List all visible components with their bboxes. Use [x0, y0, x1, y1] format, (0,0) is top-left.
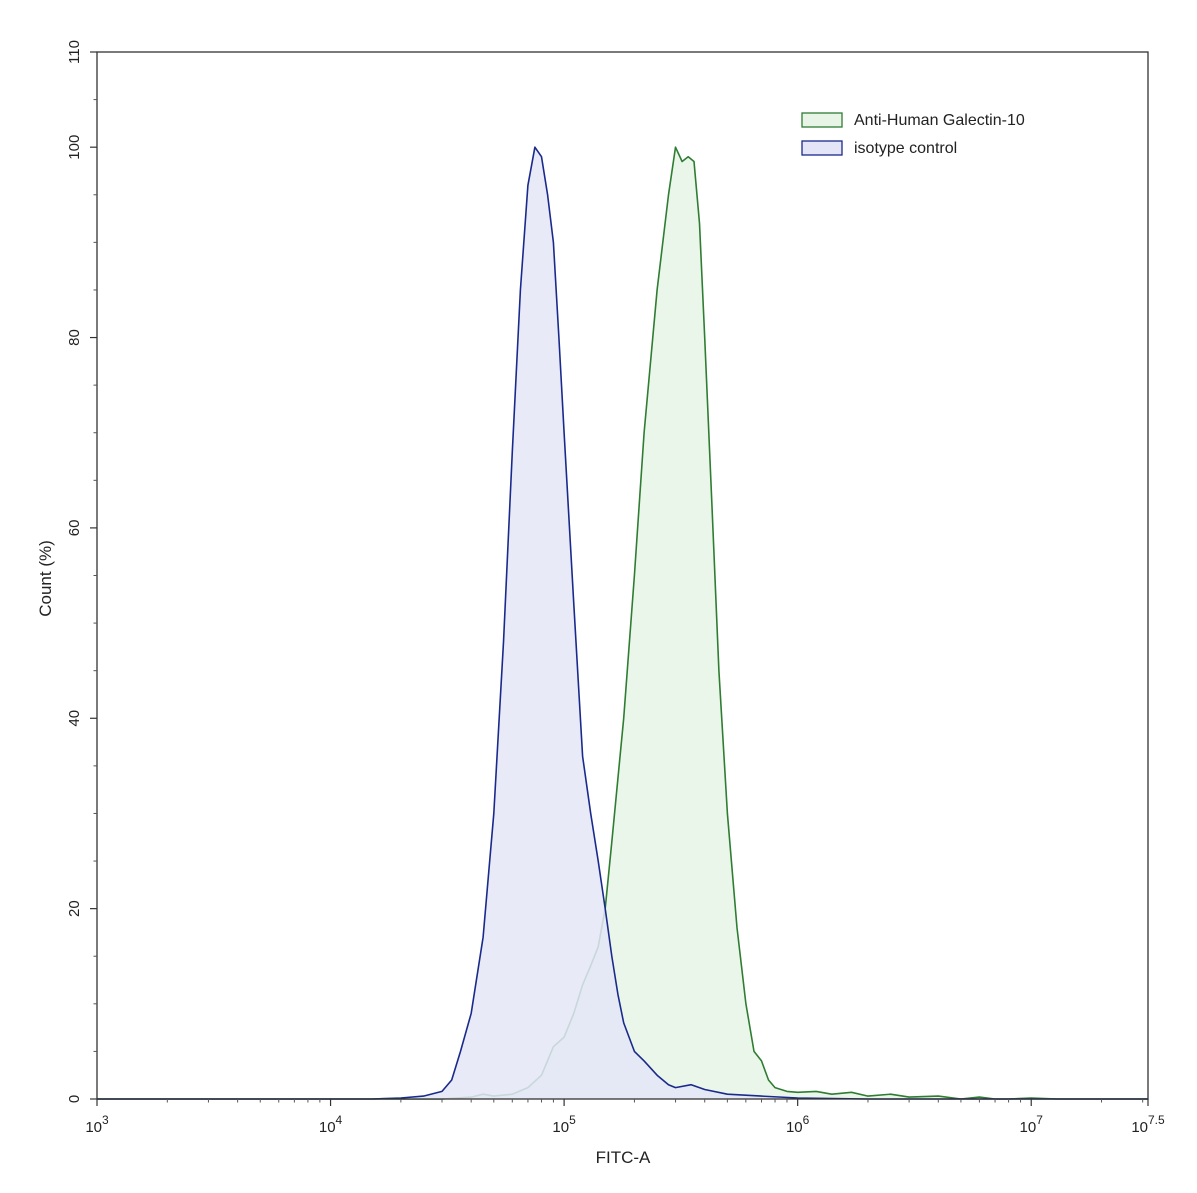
y-tick-label: 60: [66, 520, 83, 537]
y-tick-label: 20: [66, 900, 83, 917]
x-tick-label: 103: [85, 1113, 109, 1136]
y-tick-label: 40: [66, 710, 83, 727]
x-axis-title: FITC-A: [596, 1148, 651, 1167]
legend-label-anti-human-galectin-10: Anti-Human Galectin-10: [854, 112, 1025, 129]
y-tick-label: 100: [66, 135, 83, 160]
series-area-anti-human-galectin-10: [97, 147, 1148, 1099]
legend-label-isotype-control: isotype control: [854, 140, 957, 157]
y-tick-label: 0: [66, 1095, 83, 1103]
x-tick-label: 105: [552, 1113, 576, 1136]
y-tick-label: 110: [66, 40, 83, 64]
legend-swatch-isotype-control: [801, 140, 843, 156]
axis-ticks: [90, 51, 1149, 1106]
series-line-isotype-control: [97, 146, 1148, 1100]
y-axis-title: Count (%): [36, 540, 55, 617]
x-tick-label: 104: [319, 1113, 343, 1136]
legend-swatch-anti-human-galectin-10: [801, 112, 843, 128]
axis-tick-labels: 103 104 105 106 107 107.5 0 20 40 60 80 100 110: [66, 40, 1165, 1136]
x-tick-label: 107.5: [1131, 1113, 1165, 1136]
series-layer: [97, 146, 1148, 1100]
x-tick-label: 106: [786, 1113, 810, 1136]
x-tick-label: 107: [1020, 1113, 1044, 1136]
y-tick-label: 80: [66, 329, 83, 346]
legend: Anti-Human Galectin-10 isotype control: [801, 112, 1025, 157]
